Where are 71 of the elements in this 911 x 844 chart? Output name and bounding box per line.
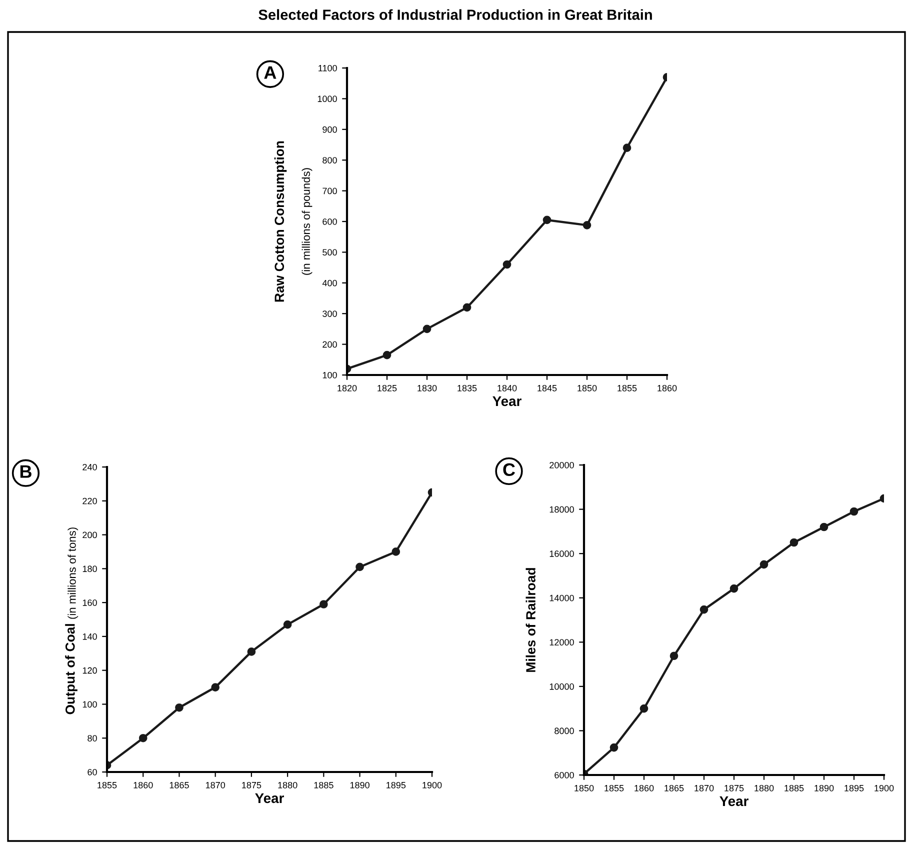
x-tick-label: 1895: [386, 782, 406, 788]
x-tick-label: 1875: [724, 784, 744, 792]
y-tick-label: 14000: [550, 594, 574, 602]
y-tick-label: 1100: [318, 64, 337, 72]
x-tick-label: 1875: [242, 782, 262, 788]
x-axis-title: Year: [720, 796, 748, 806]
y-tick-label: 200: [322, 341, 337, 348]
y-tick-label: 10000: [550, 683, 574, 690]
y-tick-label: 700: [322, 188, 337, 194]
x-tick-label: 1840: [498, 384, 517, 392]
y-tick-label: 240: [82, 464, 97, 470]
y-tick-label: 80: [88, 735, 97, 742]
x-tick-label: 1855: [604, 784, 624, 792]
y-tick-label: 160: [82, 600, 97, 606]
x-tick-label: 1820: [338, 384, 357, 392]
y-tick-label: 400: [322, 280, 337, 286]
text: A: [264, 66, 276, 79]
y-tick-label: 60: [88, 768, 97, 776]
text: C: [503, 463, 516, 476]
y-tick-label: 180: [82, 566, 97, 572]
y-tick-label: 200: [82, 532, 97, 538]
text: (in millions of pounds): [302, 168, 312, 275]
x-axis-title: Year: [255, 793, 284, 804]
y-axis-title: Raw Cotton Consumption: [274, 141, 287, 302]
x-axis-title: Year: [492, 396, 522, 406]
y-axis-title: Output of Coal: [65, 624, 78, 714]
y-tick-label: 300: [322, 310, 337, 317]
y-tick-label: 16000: [550, 550, 574, 557]
y-tick-label: 800: [322, 157, 337, 164]
x-tick-label: 1890: [814, 784, 834, 792]
y-tick-label: 500: [322, 249, 337, 256]
x-tick-label: 1865: [664, 784, 684, 792]
x-tick-label: 1900: [422, 782, 442, 788]
y-tick-label: 1000: [318, 96, 337, 102]
chart-title: Selected Factors of Industrial Production in Great Britain: [258, 9, 652, 20]
x-tick-label: 1885: [784, 784, 804, 792]
y-tick-label: 120: [82, 667, 97, 674]
y-tick-label: 220: [82, 498, 97, 504]
x-tick-label: 1870: [694, 784, 714, 792]
x-tick-label: 1855: [618, 384, 637, 392]
x-tick-label: 1880: [278, 782, 298, 788]
y-tick-label: 18000: [550, 506, 574, 513]
text: B: [20, 465, 32, 478]
x-tick-label: 1870: [206, 782, 226, 788]
x-tick-label: 1865: [170, 782, 189, 788]
x-tick-label: 1880: [754, 784, 774, 792]
x-tick-label: 1850: [574, 784, 594, 792]
x-tick-label: 1860: [134, 782, 153, 788]
x-tick-label: 1890: [350, 782, 370, 788]
x-tick-label: 1860: [658, 384, 677, 392]
x-tick-label: 1860: [634, 784, 654, 792]
x-tick-label: 1900: [874, 784, 894, 792]
text: (in millions of tons): [68, 528, 78, 619]
x-tick-label: 1855: [98, 782, 117, 788]
y-tick-label: 900: [322, 126, 337, 133]
y-tick-label: 20000: [550, 462, 574, 468]
x-tick-label: 1835: [458, 384, 477, 392]
x-tick-label: 1885: [314, 782, 334, 788]
y-tick-label: 100: [322, 372, 337, 378]
y-tick-label: 6000: [554, 772, 574, 778]
x-tick-label: 1895: [844, 784, 864, 792]
y-tick-label: 600: [322, 218, 337, 225]
x-tick-label: 1830: [418, 384, 437, 392]
y-tick-label: 140: [82, 633, 97, 640]
x-tick-label: 1850: [578, 384, 597, 392]
x-tick-label: 1845: [538, 384, 557, 392]
y-axis-title: Miles of Railroad: [526, 568, 536, 672]
y-tick-label: 100: [82, 701, 97, 708]
y-tick-label: 12000: [550, 639, 574, 646]
y-tick-label: 8000: [554, 728, 574, 734]
x-tick-label: 1825: [378, 384, 397, 392]
